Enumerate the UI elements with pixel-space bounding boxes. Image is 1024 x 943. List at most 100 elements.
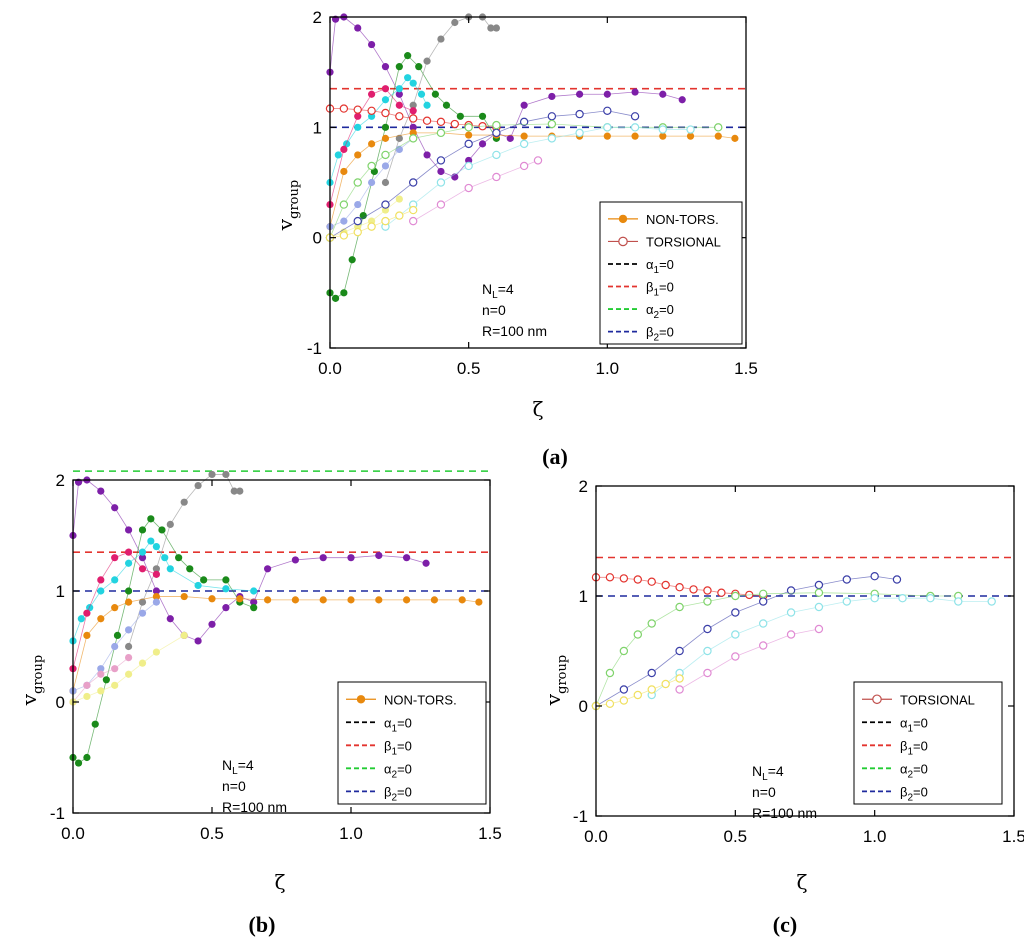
data-point	[842, 575, 852, 584]
data-point	[814, 580, 824, 590]
data-point	[319, 596, 327, 604]
data-point	[731, 608, 740, 617]
data-point	[222, 585, 230, 593]
data-point	[954, 597, 963, 606]
data-point	[152, 543, 160, 551]
data-point	[250, 598, 258, 606]
y-axis-label: vgroup	[17, 655, 46, 706]
data-point	[661, 679, 670, 689]
legend-label-sub: 2	[392, 769, 398, 780]
data-point	[158, 526, 166, 534]
data-point	[675, 646, 684, 656]
legend-label: NON-TORS.	[646, 212, 719, 227]
data-point	[125, 654, 133, 662]
data-point	[409, 178, 418, 187]
legend-label: α2=0	[900, 761, 928, 780]
data-point	[97, 576, 105, 584]
annotation-nl-sub: L	[232, 766, 238, 777]
data-point	[230, 487, 238, 495]
data-point	[870, 572, 879, 581]
data-point	[464, 183, 473, 193]
y-tick-label: -1	[50, 804, 65, 823]
y-axis-label: vgroup	[273, 180, 302, 231]
data-point	[409, 101, 417, 109]
series-line	[329, 16, 683, 178]
data-point	[605, 699, 615, 709]
data-point	[395, 112, 404, 121]
data-point	[138, 526, 147, 534]
data-point	[675, 674, 684, 683]
series-1	[591, 572, 902, 711]
data-point	[814, 588, 824, 597]
data-point	[678, 96, 686, 104]
data-point	[86, 604, 94, 612]
y-tick-label: -1	[307, 339, 322, 358]
legend-label-suffix: =0	[913, 715, 928, 730]
data-point	[152, 592, 160, 601]
y-axis-label-sub: group	[555, 655, 570, 694]
data-point	[194, 581, 202, 590]
x-tick-label: 0.5	[200, 824, 224, 843]
annotation-n: n=0	[482, 302, 506, 318]
legend-label: β1=0	[900, 738, 928, 757]
data-point	[147, 515, 155, 523]
series-4	[675, 624, 824, 694]
data-point	[647, 668, 656, 678]
annotation-nl-main: N	[752, 763, 762, 779]
data-point	[603, 123, 612, 132]
y-axis-label-sub: group	[31, 655, 46, 694]
data-point	[125, 587, 133, 595]
legend-label-sub: 1	[654, 265, 660, 276]
series-8	[69, 631, 188, 706]
legend-label-sub: 2	[391, 792, 397, 803]
data-point	[759, 641, 768, 650]
y-tick-label: -1	[573, 807, 588, 826]
data-point	[74, 759, 83, 767]
data-point	[111, 504, 119, 512]
data-point	[395, 195, 403, 203]
legend-label-main: β	[384, 784, 391, 799]
y-axis-label-main: v	[17, 693, 41, 706]
data-point	[381, 150, 390, 160]
annotation-r: R=100 nm	[222, 799, 287, 815]
data-point	[381, 216, 390, 226]
data-point	[714, 123, 723, 132]
data-point	[152, 565, 160, 573]
data-point	[456, 112, 464, 120]
data-point	[703, 586, 712, 595]
legend-label: TORSIONAL	[900, 692, 975, 707]
legend-label-sub: 1	[653, 288, 659, 299]
data-point	[647, 577, 656, 586]
data-point	[381, 96, 390, 104]
data-point	[83, 753, 91, 762]
series-line	[72, 596, 479, 691]
data-point	[870, 594, 879, 603]
data-point	[533, 156, 543, 165]
data-point	[222, 576, 230, 584]
x-tick-label: 0.0	[584, 827, 608, 846]
data-point	[759, 619, 768, 628]
legend-label-suffix: =0	[913, 761, 928, 776]
data-point	[161, 554, 169, 562]
data-point	[519, 139, 529, 149]
data-point	[125, 670, 133, 678]
data-point	[619, 696, 629, 705]
legend-label: β2=0	[646, 325, 674, 344]
series-5	[69, 592, 483, 695]
data-point	[194, 637, 202, 645]
y-axis-label-main: v	[541, 693, 565, 706]
x-axis-label: ζ	[797, 870, 808, 894]
data-point	[102, 676, 110, 684]
legend-label-sub: 2	[907, 792, 913, 803]
data-point	[437, 35, 445, 43]
data-point	[409, 79, 417, 87]
data-point	[353, 227, 362, 237]
series-line	[651, 597, 992, 696]
legend-label-main: α	[900, 715, 908, 730]
data-point	[478, 112, 487, 120]
data-point	[138, 554, 147, 562]
data-point	[97, 665, 105, 673]
y-axis-label: vgroup	[541, 655, 570, 706]
data-point	[236, 487, 244, 495]
